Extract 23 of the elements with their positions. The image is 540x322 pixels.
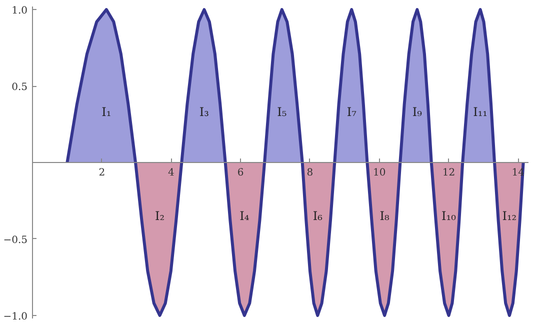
annotation: I₉ [412,105,422,120]
annotation: I₆ [312,209,323,224]
y-tick-label: 1.0 [12,6,28,17]
x-tick-label: 12 [442,168,456,178]
annotation: I₇ [346,105,357,120]
annotation: I₁₂ [502,209,517,224]
annotation: I₅ [277,105,287,120]
x-tick-label: 8 [306,168,314,178]
annotation: I₁₁ [473,105,488,120]
annotation: I₄ [240,209,250,224]
x-tick-label: 2 [98,168,106,178]
x-tick-label: 4 [168,168,174,178]
line-series [66,8,525,317]
annotation: I₁₀ [442,209,456,224]
annotation: I₁ [102,105,112,120]
annotation: I₈ [380,209,390,224]
annotation: I₃ [199,105,210,120]
y-tick-label: −0.5 [3,234,28,246]
annotation: I₂ [155,209,165,224]
x-tick-label: 10 [372,168,386,178]
y-tick-label: −1.0 [3,311,28,322]
y-tick-label: 0.5 [12,82,28,94]
x-tick-label: 6 [237,168,244,178]
